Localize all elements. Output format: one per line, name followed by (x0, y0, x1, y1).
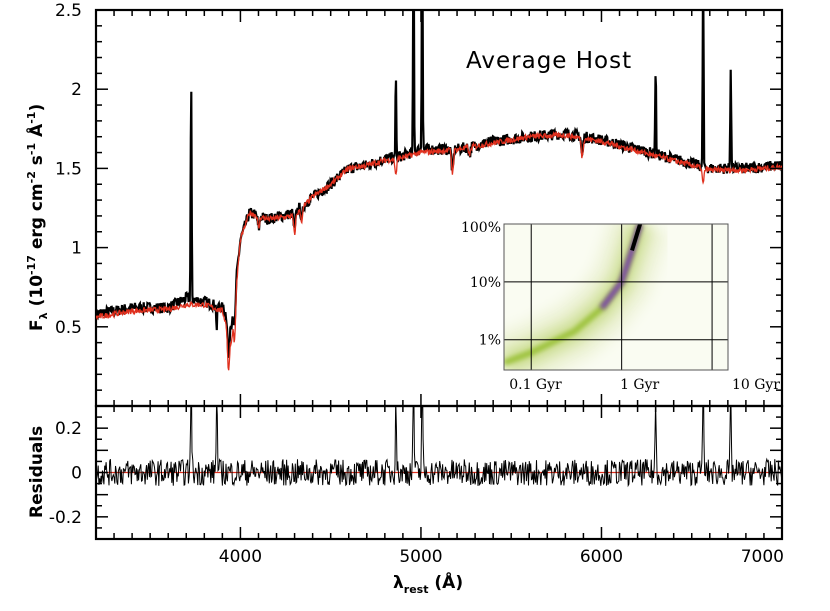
main-y-tick-label: 2 (71, 80, 82, 100)
residual-y-axis-label: Residuals (27, 426, 47, 518)
x-axis-label: λrest (Å) (393, 570, 463, 596)
res-y-tick-label: -0.2 (49, 508, 82, 528)
main-y-tick-label: 1.5 (55, 159, 82, 179)
inset-x-tick-label: 1 Gyr (620, 377, 659, 393)
series-line-model (96, 130, 782, 371)
axes-layer: 0.5 1 1.5 2 2.5 4000 5000 6000 7000 0.2 0 -0.2 (49, 1, 784, 567)
residual-line (96, 406, 782, 488)
inset-density-max (630, 224, 643, 251)
y-label-exp1: -17 (25, 255, 38, 275)
inset-y-tick-label: 100% (461, 220, 501, 236)
x-label-units: (Å) (428, 570, 463, 593)
main-y-tick-label: 0.5 (55, 318, 82, 338)
residual-plot-area (96, 406, 782, 488)
main-y-tick-label: 1 (71, 239, 82, 259)
x-tick-label: 7000 (741, 547, 784, 567)
chart-title: Average Host (466, 48, 632, 74)
inset-frame (503, 223, 729, 371)
main-y-axis-label: Fλ(10-17 erg cm-2 s-1 Å-1) (24, 104, 50, 331)
inset-y-tick-label: 1% (479, 333, 501, 349)
y-label-units-b: erg cm (27, 183, 47, 255)
y-label-units-c: s (27, 155, 47, 171)
inset-age-plot: 0.1 Gyr 1 Gyr 10 Gyr 100% 10% 1% (461, 220, 780, 393)
inset-x-tick-label: 10 Gyr (732, 377, 780, 393)
y-label-exp2: -2 (25, 171, 38, 183)
x-label-symbol: λ (393, 573, 404, 593)
x-tick-label: 5000 (399, 547, 442, 567)
y-label-subscript: λ (37, 312, 50, 319)
main-plot-area (96, 10, 782, 371)
y-label-units-a: (10 (27, 275, 47, 307)
inset-x-tick-label: 0.1 Gyr (509, 377, 562, 393)
inset-y-tick-label: 10% (470, 275, 501, 291)
y-label-exp4: -1 (25, 112, 38, 124)
y-label-units-d: Å (24, 123, 47, 143)
x-tick-label: 4000 (219, 547, 262, 567)
y-label-exp3: -1 (25, 143, 38, 155)
res-y-tick-label: 0 (71, 464, 82, 484)
y-label-symbol: F (27, 319, 47, 331)
main-y-tick-label: 2.5 (55, 1, 82, 21)
res-y-tick-label: 0.2 (55, 419, 82, 439)
inset-grid: 0.1 Gyr 1 Gyr 10 Gyr 100% 10% 1% (461, 220, 780, 393)
x-tick-label: 6000 (580, 547, 623, 567)
y-label-units-e: ) (27, 104, 47, 112)
x-label-subscript: rest (404, 583, 429, 596)
